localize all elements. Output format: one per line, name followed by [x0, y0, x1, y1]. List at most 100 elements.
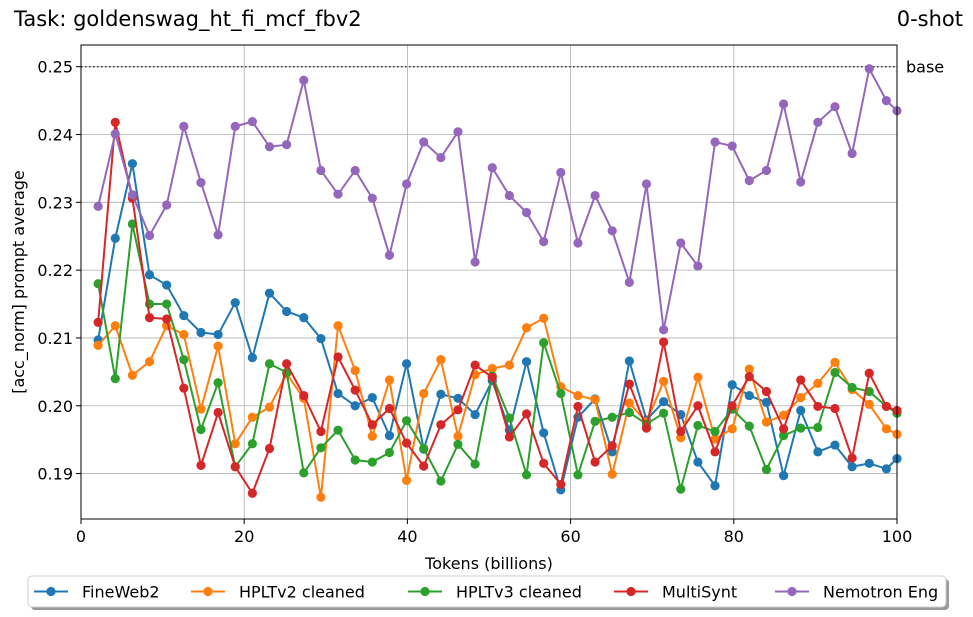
data-point [179, 329, 189, 340]
data-point [539, 237, 549, 247]
x-tick-label: 0 [76, 527, 86, 546]
data-point [744, 390, 754, 401]
data-point [813, 378, 823, 388]
data-point [470, 459, 480, 469]
data-point [350, 365, 360, 376]
data-point [521, 357, 532, 367]
data-point [401, 475, 412, 485]
data-point [607, 441, 617, 451]
data-point [573, 390, 583, 401]
data-point [213, 230, 223, 240]
data-point [333, 388, 343, 399]
data-point [436, 355, 446, 365]
data-point [761, 386, 772, 397]
data-point [110, 117, 120, 127]
data-point [847, 148, 857, 159]
data-point [521, 207, 532, 218]
data-point [659, 376, 669, 386]
data-point [641, 423, 652, 433]
data-point [744, 364, 754, 374]
data-point [367, 431, 377, 441]
data-point [676, 484, 686, 494]
data-point [401, 179, 412, 189]
data-point [778, 99, 789, 109]
data-point [453, 405, 463, 415]
data-point [504, 190, 514, 201]
y-tick-label: 0.25 [37, 58, 73, 77]
data-point [401, 438, 412, 448]
data-point [504, 360, 514, 370]
data-point [693, 372, 703, 382]
data-point [624, 379, 634, 389]
data-point [590, 395, 600, 405]
data-point [813, 117, 823, 127]
data-point [761, 397, 772, 407]
legend-marker [626, 586, 636, 597]
data-point [778, 424, 789, 434]
data-point [487, 363, 497, 374]
data-point [264, 288, 275, 298]
data-point [847, 462, 857, 472]
data-point [436, 389, 446, 399]
data-point [796, 177, 806, 187]
data-point [624, 398, 634, 408]
data-point [881, 424, 891, 434]
data-point [778, 410, 789, 420]
legend-label: FineWeb2 [82, 583, 160, 602]
legend-marker [203, 586, 213, 597]
data-point [864, 399, 874, 409]
data-point [179, 355, 189, 365]
data-point [419, 137, 429, 147]
data-point [727, 424, 737, 434]
x-tick-label: 40 [397, 527, 417, 546]
data-point [881, 401, 891, 412]
data-point [144, 230, 155, 241]
data-point [196, 178, 206, 188]
data-point [384, 250, 395, 260]
data-point [607, 412, 617, 422]
data-point [419, 388, 429, 399]
legend-item: HPLTv2 cleaned [191, 583, 365, 602]
y-axis: 0.19 0.20 0.21 0.22 0.23 0.24 0.25 [37, 58, 81, 484]
data-point [162, 200, 172, 210]
data-point [247, 439, 257, 449]
x-tick-label: 60 [560, 527, 580, 546]
data-point [247, 412, 257, 422]
data-point [419, 461, 429, 471]
data-point [453, 127, 463, 137]
data-point [453, 393, 463, 403]
data-point [384, 403, 395, 414]
data-point [693, 420, 703, 431]
data-point [573, 238, 583, 248]
data-point [761, 417, 772, 427]
data-point [213, 329, 223, 340]
data-point [93, 340, 103, 351]
data-point [93, 317, 103, 327]
legend-item: HPLTv3 cleaned [408, 583, 582, 602]
y-tick-label: 0.22 [37, 261, 73, 280]
data-point [470, 257, 480, 267]
data-point [744, 176, 754, 186]
plot-area-frame [80, 44, 898, 520]
data-point [590, 416, 600, 426]
baseline: base [81, 58, 944, 77]
data-point [727, 380, 737, 390]
data-point [539, 338, 549, 348]
data-point [761, 464, 772, 475]
x-tick-label: 80 [724, 527, 744, 546]
data-point [744, 371, 754, 382]
data-point [384, 430, 395, 441]
data-point [556, 388, 566, 399]
data-point [710, 447, 720, 457]
legend-label: HPLTv2 cleaned [239, 583, 365, 602]
data-point [367, 193, 377, 203]
baseline-label: base [906, 58, 944, 77]
data-point [727, 141, 737, 151]
data-point [710, 426, 720, 437]
data-point [761, 165, 772, 176]
data-point [384, 447, 395, 458]
data-point [796, 405, 806, 416]
legend-marker [46, 586, 56, 597]
data-point [813, 401, 823, 412]
data-point [693, 401, 703, 411]
